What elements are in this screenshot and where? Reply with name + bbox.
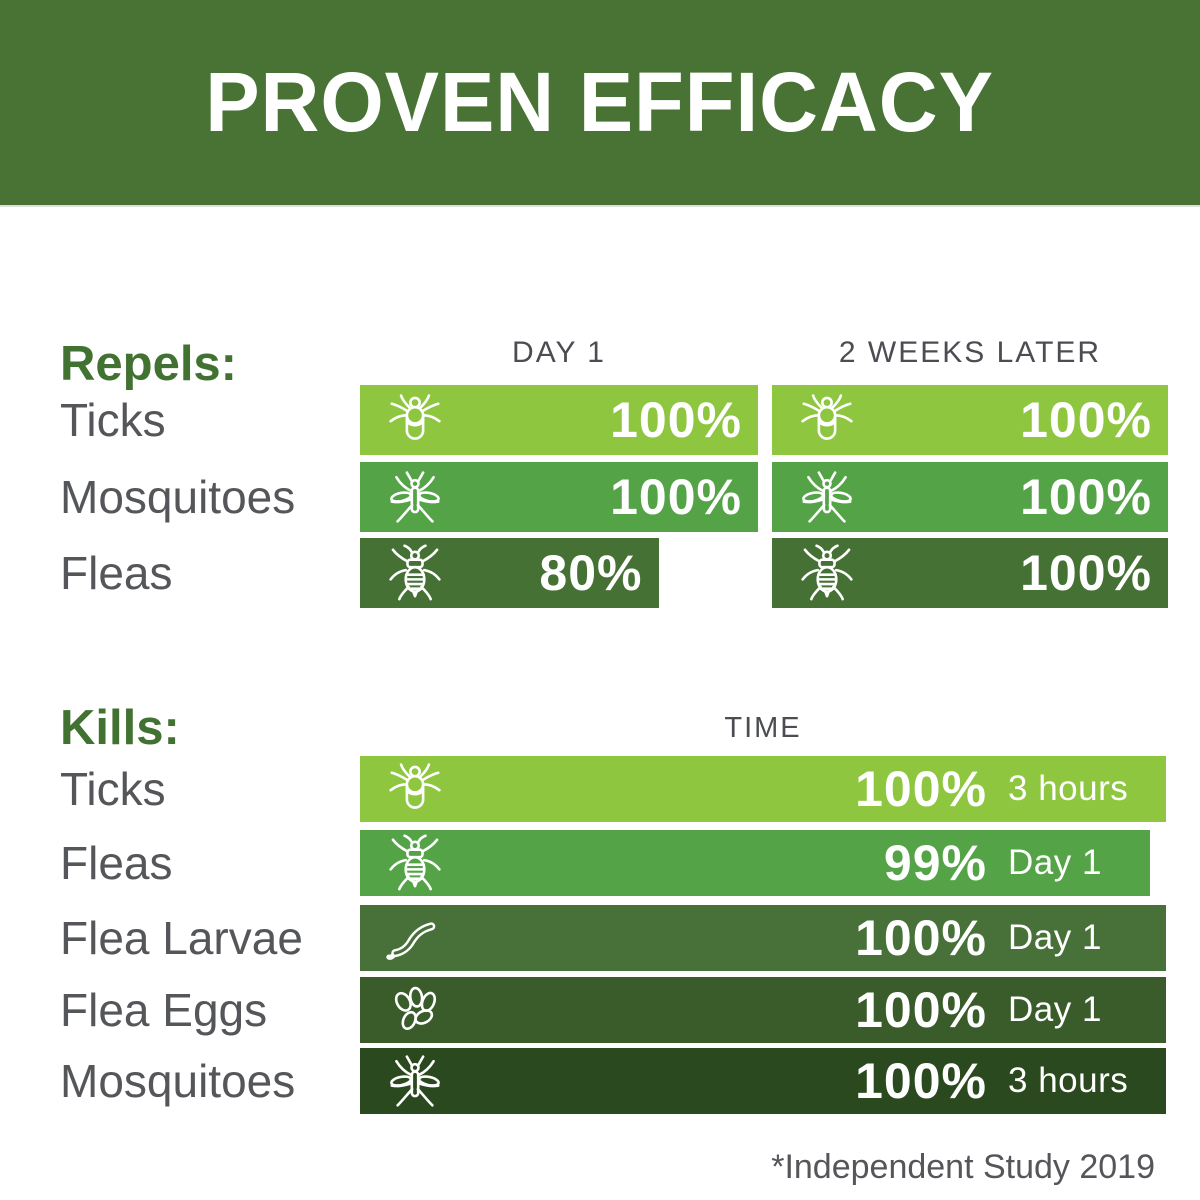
kills-heading: Kills:	[60, 701, 180, 755]
bar-kills-fleas: 99% Day 1	[360, 830, 1150, 896]
bar-value: 100%	[1020, 392, 1152, 448]
mosquito-icon	[386, 1052, 444, 1110]
kills-row-label-flea-eggs: Flea Eggs	[60, 984, 268, 1036]
kills-row-label-flea-larvae: Flea Larvae	[60, 912, 303, 964]
bar-value: 100%	[855, 910, 987, 966]
flea-icon	[386, 544, 444, 602]
repels-mosquitoes-2weeks-cell: 100%	[772, 462, 1168, 532]
tick-icon	[386, 760, 444, 818]
kills-ticks-cell: 100% 3 hours	[360, 756, 1166, 822]
bar-repels-mosquitoes-2weeks: 100%	[772, 462, 1168, 532]
bar-time-label: Day 1	[1008, 990, 1102, 1029]
repels-mosquitoes-day1-cell: 100%	[360, 462, 758, 532]
bar-repels-mosquitoes-day1: 100%	[360, 462, 758, 532]
flea-icon	[386, 834, 444, 892]
bar-value: 100%	[1020, 469, 1152, 525]
bar-repels-ticks-2weeks: 100%	[772, 385, 1168, 455]
repels-row-label-mosquitoes: Mosquitoes	[60, 471, 296, 523]
bar-value: 80%	[539, 545, 643, 601]
bar-repels-fleas-2weeks: 100%	[772, 538, 1168, 608]
repels-fleas-day1-cell: 80%	[360, 538, 758, 608]
kills-row-label-ticks: Ticks	[60, 763, 166, 815]
bar-time-label: 3 hours	[1008, 1061, 1129, 1100]
bar-value: 99%	[883, 835, 987, 891]
bar-kills-flea-larvae: 100% Day 1	[360, 905, 1166, 971]
repels-ticks-day1-cell: 100%	[360, 385, 758, 455]
kills-flea-larvae-cell: 100% Day 1	[360, 905, 1166, 971]
repels-fleas-2weeks-cell: 100%	[772, 538, 1168, 608]
tick-icon	[798, 391, 856, 449]
footnote: *Independent Study 2019	[771, 1148, 1155, 1186]
page-title: PROVEN EFFICACY	[205, 55, 995, 149]
bar-kills-mosquitoes: 100% 3 hours	[360, 1048, 1166, 1114]
bar-value: 100%	[855, 1053, 987, 1109]
bar-kills-ticks: 100% 3 hours	[360, 756, 1166, 822]
bar-repels-fleas-day1: 80%	[360, 538, 659, 608]
bar-kills-flea-eggs: 100% Day 1	[360, 977, 1166, 1043]
header-banner: PROVEN EFFICACY	[0, 0, 1200, 205]
bar-time-label: Day 1	[1008, 843, 1102, 882]
kills-mosquitoes-cell: 100% 3 hours	[360, 1048, 1166, 1114]
tick-icon	[386, 391, 444, 449]
repels-heading: Repels:	[60, 337, 238, 391]
larva-icon	[386, 909, 444, 967]
kills-flea-eggs-cell: 100% Day 1	[360, 977, 1166, 1043]
bar-time-label: 3 hours	[1008, 769, 1129, 808]
kills-row-label-fleas: Fleas	[60, 837, 173, 889]
column-header-2-weeks-later: 2 WEEKS LATER	[838, 336, 1102, 369]
bar-value: 100%	[855, 761, 987, 817]
flea-icon	[798, 544, 856, 602]
eggs-icon	[386, 981, 444, 1039]
repels-row-label-ticks: Ticks	[60, 394, 166, 446]
kills-fleas-cell: 99% Day 1	[360, 830, 1166, 896]
repels-row-label-fleas: Fleas	[60, 547, 173, 599]
bar-repels-ticks-day1: 100%	[360, 385, 758, 455]
bar-value: 100%	[610, 469, 742, 525]
bar-time-label: Day 1	[1008, 918, 1102, 957]
column-header-time: TIME	[724, 712, 802, 744]
kills-row-label-mosquitoes: Mosquitoes	[60, 1055, 296, 1107]
repels-ticks-2weeks-cell: 100%	[772, 385, 1168, 455]
column-header-day1: DAY 1	[512, 336, 606, 369]
bar-value: 100%	[855, 982, 987, 1038]
bar-value: 100%	[1020, 545, 1152, 601]
mosquito-icon	[798, 468, 856, 526]
bar-value: 100%	[610, 392, 742, 448]
mosquito-icon	[386, 468, 444, 526]
